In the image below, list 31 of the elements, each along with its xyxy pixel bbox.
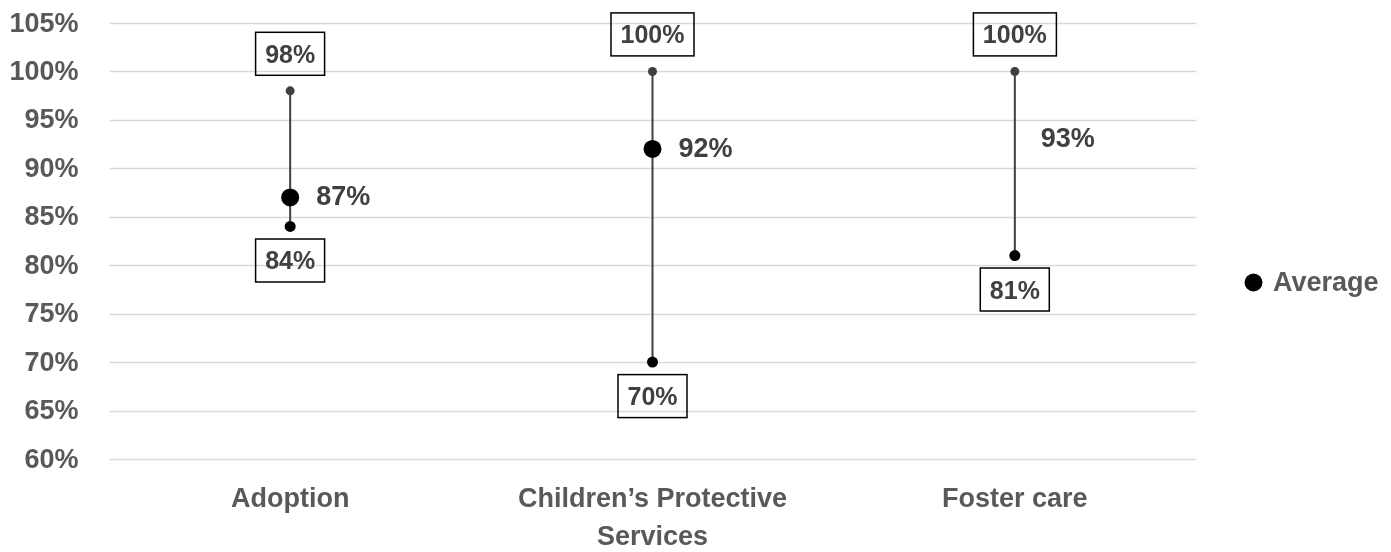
y-tick-label: 80% [24,249,79,280]
legend-label: Average [1273,266,1379,297]
data-label: 100% [982,20,1047,49]
y-tick-label: 105% [9,7,79,38]
data-label: 70% [627,382,678,411]
point [281,188,300,207]
y-tick-label: 100% [9,55,79,86]
y-tick-label: 60% [24,443,79,474]
x-tick-label: Adoption [230,482,350,513]
point [284,220,296,232]
y-tick-label: 90% [24,152,79,183]
x-tick-label: Foster care [942,482,1088,513]
point [1010,66,1020,76]
data-label: 98% [265,39,316,68]
y-tick-label: 75% [24,298,79,329]
point [285,86,295,96]
annotation: 93% [1040,123,1095,154]
data-label: 100% [620,20,685,49]
y-tick-label: 65% [24,395,79,426]
point [647,356,658,368]
data-label: 87% [316,181,371,212]
data-label: 92% [678,132,733,163]
data-label: 81% [989,275,1040,304]
x-tick-label: Children’s Protective Services [517,482,788,551]
point [648,66,657,76]
y-tick-label: 85% [24,201,79,232]
y-tick-label: 70% [24,346,79,377]
y-tick-label: 95% [24,104,79,135]
data-label: 84% [265,246,316,275]
point [643,139,662,158]
point [1009,250,1021,262]
